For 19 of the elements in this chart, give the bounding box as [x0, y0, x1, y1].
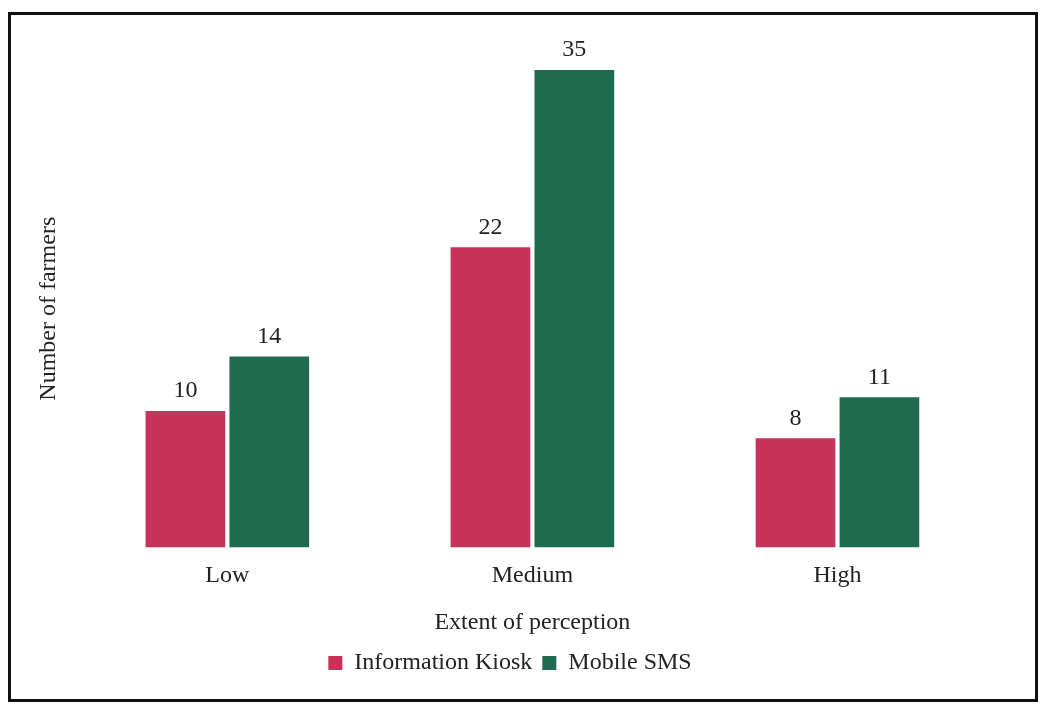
x-tick-label: Medium [491, 561, 574, 588]
y-axis-title: Number of farmers [33, 216, 60, 401]
x-tick-label: Low [205, 561, 250, 588]
data-label: 14 [257, 321, 282, 348]
x-tick-label: High [813, 561, 862, 588]
bar [450, 247, 531, 548]
bar [145, 411, 226, 548]
data-label: 22 [478, 212, 503, 239]
data-label: 10 [173, 376, 198, 403]
x-axis-title: Extent of perception [434, 607, 631, 634]
legend-label: Mobile SMS [568, 648, 692, 675]
legend-label: Information Kiosk [354, 648, 533, 675]
data-label: 11 [867, 362, 891, 389]
bar [534, 70, 615, 548]
data-label: 35 [562, 35, 587, 62]
bar [229, 356, 310, 548]
data-label: 8 [789, 403, 802, 430]
bar [755, 438, 836, 548]
bar [839, 397, 920, 548]
